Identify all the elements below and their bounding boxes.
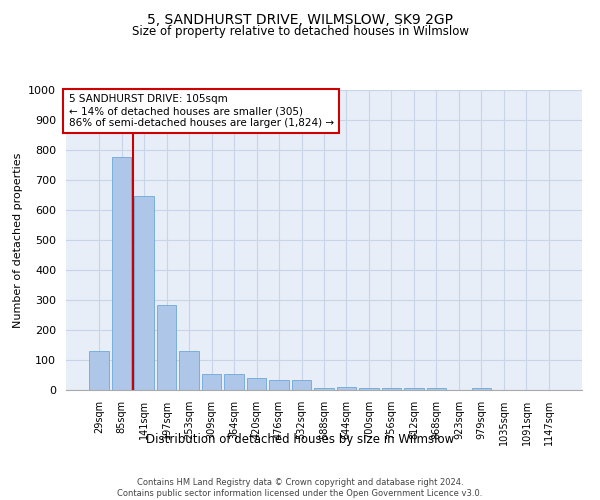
Text: Distribution of detached houses by size in Wilmslow: Distribution of detached houses by size …	[146, 432, 454, 446]
Bar	[157, 304, 176, 390]
Bar	[382, 388, 401, 390]
Bar	[472, 388, 491, 390]
Bar	[404, 388, 424, 390]
Bar	[337, 387, 356, 390]
Y-axis label: Number of detached properties: Number of detached properties	[13, 152, 23, 328]
Text: Size of property relative to detached houses in Wilmslow: Size of property relative to detached ho…	[131, 25, 469, 38]
Bar	[292, 380, 311, 390]
Bar	[269, 380, 289, 390]
Bar	[89, 351, 109, 390]
Bar	[112, 156, 131, 390]
Text: 5 SANDHURST DRIVE: 105sqm
← 14% of detached houses are smaller (305)
86% of semi: 5 SANDHURST DRIVE: 105sqm ← 14% of detac…	[68, 94, 334, 128]
Bar	[247, 378, 266, 390]
Bar	[359, 388, 379, 390]
Bar	[314, 388, 334, 390]
Bar	[224, 374, 244, 390]
Text: Contains HM Land Registry data © Crown copyright and database right 2024.
Contai: Contains HM Land Registry data © Crown c…	[118, 478, 482, 498]
Bar	[202, 374, 221, 390]
Bar	[134, 196, 154, 390]
Text: 5, SANDHURST DRIVE, WILMSLOW, SK9 2GP: 5, SANDHURST DRIVE, WILMSLOW, SK9 2GP	[147, 12, 453, 26]
Bar	[179, 351, 199, 390]
Bar	[427, 388, 446, 390]
